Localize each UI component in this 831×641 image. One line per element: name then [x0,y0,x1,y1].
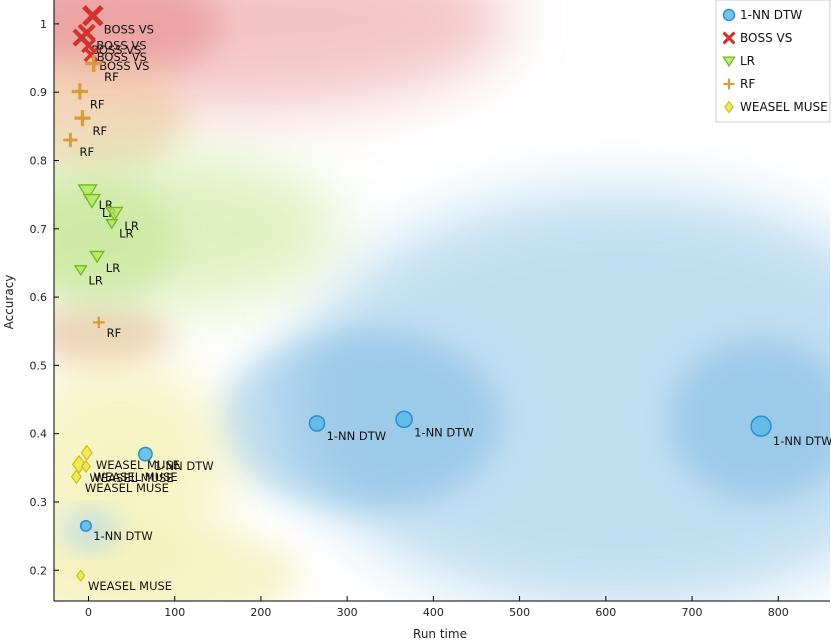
rf-point [63,132,78,148]
y-tick-label: 1 [40,18,47,31]
rf-point [74,110,91,127]
legend-marker-1-nn-dtw [722,8,736,22]
lr-point-label: LR [106,261,120,275]
lr-point [105,206,124,222]
weasel-muse-point-label: WEASEL MUSE [90,471,174,485]
y-tick-label: 0.6 [30,291,48,304]
x-tick-label: 0 [85,606,92,619]
rf-point [85,54,103,73]
lr-point [82,193,102,209]
x-tick-label: 300 [337,606,358,619]
y-tick-label: 0.5 [30,359,48,372]
1-nn-dtw-point [750,415,772,437]
rf-point-label: RF [107,326,122,340]
boss-vs-point [82,4,104,27]
1-nn-dtw-point-label: 1-NN DTW [327,429,387,443]
legend-marker-weasel-muse [724,100,734,114]
weasel-muse-point-label: WEASEL MUSE [85,481,169,495]
boss-vs-point-label: BOSS VS [104,23,154,37]
legend-label-weasel-muse: WEASEL MUSE [740,100,828,114]
x-tick-label: 800 [768,606,789,619]
y-tick-label: 0.4 [30,428,48,441]
y-tick-label: 0.7 [30,223,48,236]
weasel-muse-point-label: WEASEL MUSE [96,458,180,472]
boss-vs-point-label: BOSS VS [99,59,149,73]
x-tick-label: 500 [509,606,530,619]
x-axis-label: Run time [413,627,467,641]
legend: 1-NN DTW BOSS VS LR RF WEASEL MUSE [715,0,831,123]
legend-marker-lr [722,56,736,68]
weasel-muse-point [80,444,93,461]
rf-point [71,83,88,100]
legend-marker-boss-vs [722,31,736,45]
1-nn-dtw-point [308,415,326,432]
point-labels: 1-NN DTW 1-NN DTW 1-NN DTW 1-NN DTW 1-NN DTW… [80,23,831,593]
1-nn-dtw-point-label: 1-NN DTW [93,529,153,543]
rf-point [93,316,105,329]
boss-vs-point-label: BOSS VS [97,50,147,64]
1-nn-dtw-point [79,519,92,532]
rf-point-label: RF [104,70,119,84]
x-tick-label: 400 [423,606,444,619]
weasel-muse-point [70,469,83,485]
rf-point-label: RF [90,98,105,112]
x-tick-label: 600 [595,606,616,619]
1-nn-dtw-point-label: 1-NN DTW [773,434,831,448]
legend-marker-rf [723,78,735,90]
rf-point-label: RF [93,124,108,138]
weasel-muse-point-label: WEASEL MUSE [88,579,172,593]
y-tick-label: 0.3 [30,496,48,509]
lr-point [89,250,105,264]
1-nn-dtw-point [395,410,413,429]
axis-ticks: 0 100 200 300 400 500 600 700 800 0.2 0.3 0.4 0.5 0.6… [30,18,789,619]
lr-point-label: LR [124,219,138,233]
y-tick-label: 0.2 [30,564,48,577]
1-nn-dtw-point-label: 1-NN DTW [414,425,474,439]
legend-label-boss-vs: BOSS VS [740,31,792,45]
boss-vs-point-label: BOSS VS [96,38,146,52]
legend-label-rf: RF [740,77,755,91]
y-tick-label: 0.8 [30,154,48,167]
class-region-shading [54,0,830,601]
legend-label-1-nn-dtw: 1-NN DTW [740,8,802,22]
boss-vs-point-label: BOSS VS [91,43,141,57]
x-tick-label: 700 [682,606,703,619]
weasel-muse-point [76,569,86,583]
axes-frame [53,0,830,602]
weasel-muse-point [80,459,91,474]
data-points [63,4,772,583]
x-tick-label: 200 [250,606,271,619]
1-nn-dtw-point [137,446,153,462]
x-tick-label: 100 [164,606,185,619]
legend-label-lr: LR [740,54,755,68]
y-tick-label: 0.9 [30,86,48,99]
1-nn-dtw-point-label: 1-NN DTW [154,459,214,473]
lr-point [105,218,119,230]
y-axis-label: Accuracy [2,275,16,330]
rf-point-label: RF [80,145,95,159]
weasel-muse-point-label: WEASEL MUSE [94,470,178,484]
lr-point-label: LR [119,227,133,241]
lr-point [77,184,98,201]
lr-point [73,265,88,277]
lr-point-label: LR [88,274,102,288]
legend-box [715,0,831,123]
